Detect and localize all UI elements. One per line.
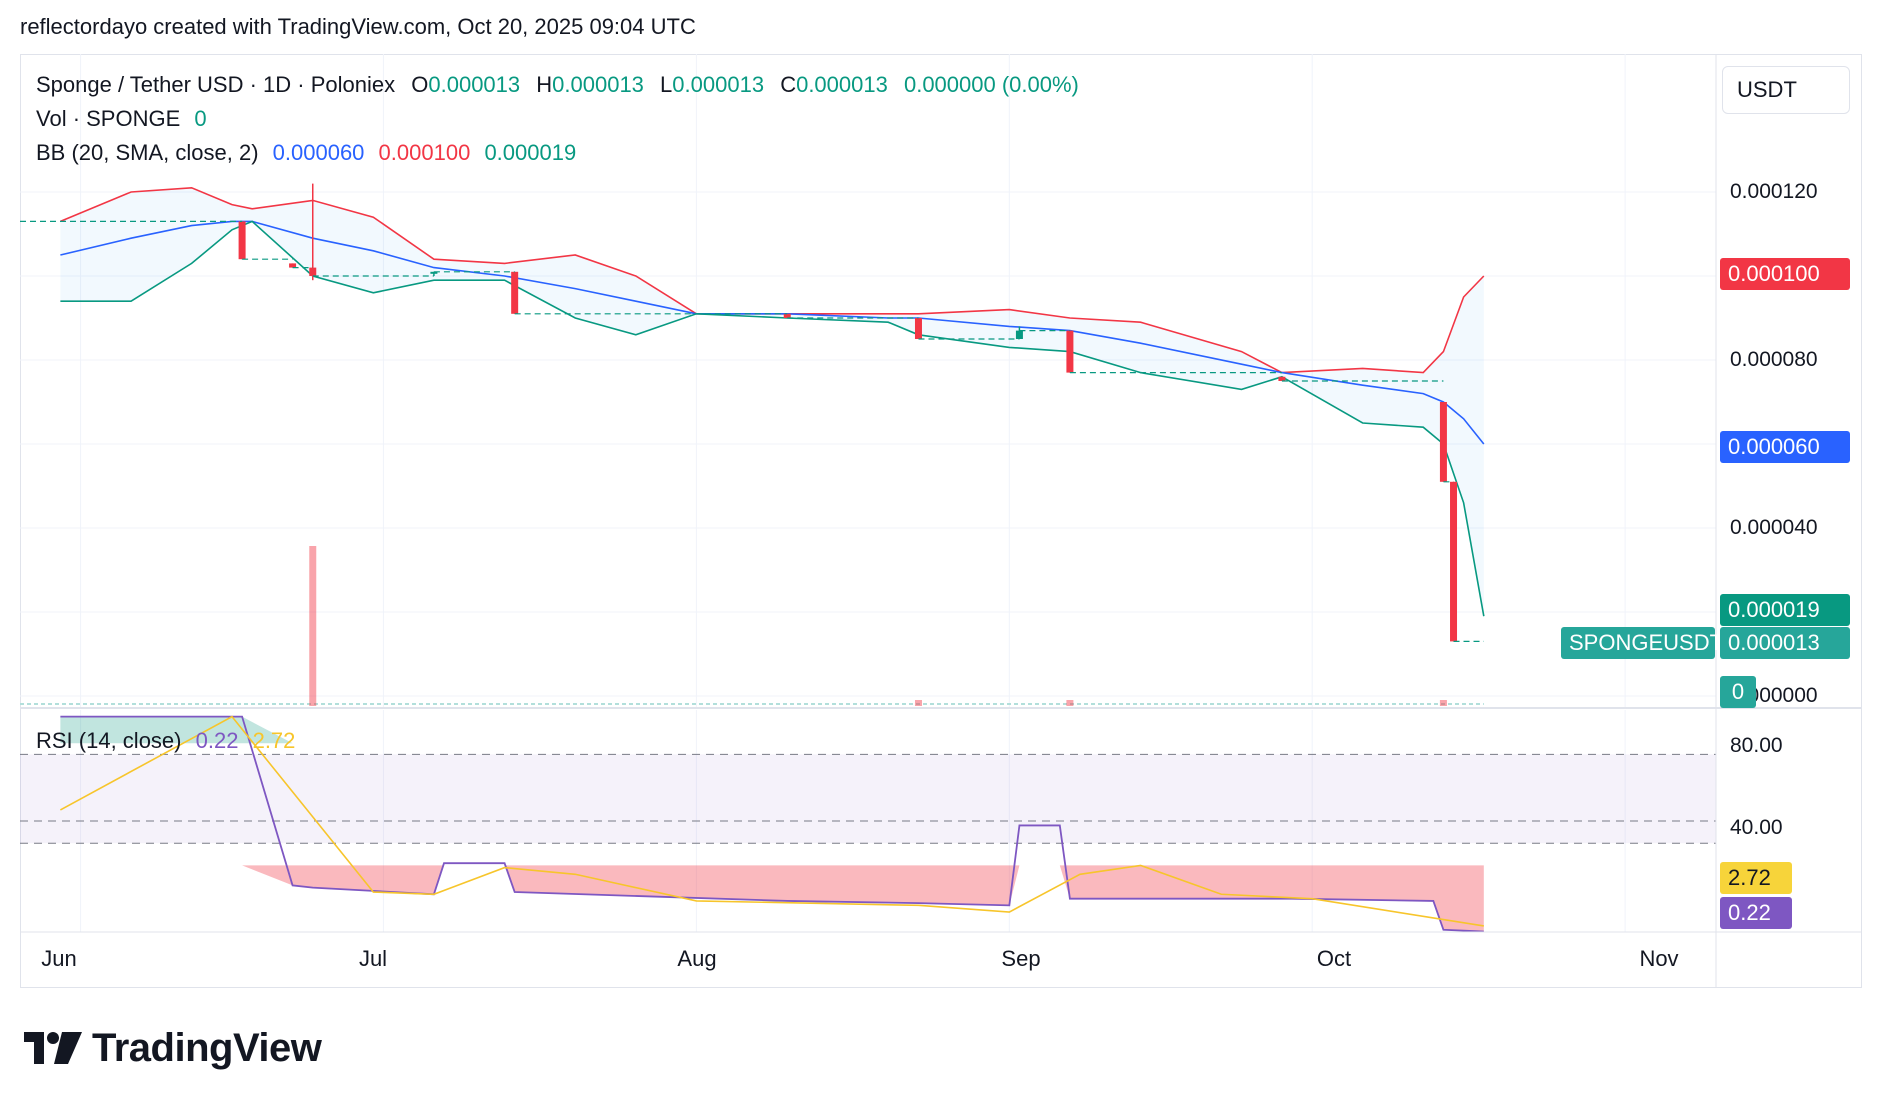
candle-body (1450, 481, 1458, 642)
low-value: 0.000013 (672, 72, 765, 97)
bb-basis-value: 0.000060 (272, 140, 365, 165)
rsi-ma-tag: 2.72 (1720, 862, 1792, 894)
time-tick-label: Nov (1639, 946, 1679, 971)
candle-body (309, 267, 317, 276)
bb-upper-price-tag: 0.000100 (1720, 258, 1850, 290)
high-value: 0.000013 (552, 72, 644, 97)
bb-basis-line (60, 220, 1485, 445)
axis-lines (20, 54, 1862, 988)
chart-byline: reflectordayo created with TradingView.c… (20, 14, 696, 39)
price-tick-label: 0.000080 (1730, 348, 1818, 371)
candle-body (430, 271, 438, 274)
candle-body (914, 318, 922, 339)
candle-body (1439, 402, 1447, 482)
chart-frame (20, 54, 1862, 988)
time-tick-label: Oct (1316, 946, 1352, 971)
open-key: O (411, 72, 429, 97)
bb-lower-price-tag: 0.000019 (1720, 594, 1850, 626)
currency-selector[interactable]: USDT (1722, 66, 1850, 114)
tradingview-logo-text: TradingView (92, 1025, 322, 1070)
close-value: 0.000013 (796, 72, 888, 97)
tradingview-logo-icon (24, 1032, 82, 1064)
rsi-legend[interactable]: RSI (14, close) 0.22 2.72 (36, 728, 295, 754)
rsi-overbought-fill (60, 716, 1484, 744)
low-key: L (660, 72, 673, 97)
rsi-tick-label: 80.00 (1730, 734, 1783, 757)
change-value: 0.000000 (0.00%) (903, 72, 1079, 97)
bollinger-bands (60, 186, 1485, 617)
symbol-title[interactable]: Sponge / Tether USD · 1D · Poloniex (36, 72, 396, 97)
rsi-tick-label: 40.00 (1730, 816, 1783, 839)
volume-bar (1439, 700, 1447, 706)
symbol-name-tag: SPONGEUSDT (1561, 627, 1723, 659)
candle-body (1015, 330, 1023, 339)
last-price-tag: 0.000013 (1720, 627, 1850, 659)
bb-legend[interactable]: BB (20, SMA, close, 2) 0.000060 0.000100… (36, 140, 576, 166)
bb-upper-value: 0.000100 (378, 140, 471, 165)
rsi-value: 0.22 (195, 728, 239, 753)
tradingview-logo[interactable]: TradingView (24, 1025, 322, 1070)
candle-body (511, 271, 519, 314)
price-tick-label: 0.000040 (1730, 516, 1818, 539)
volume-label: Vol · SPONGE (36, 106, 181, 131)
time-tick-label: Sep (1001, 946, 1041, 971)
candlesticks[interactable] (20, 183, 1484, 643)
rsi-oversold-fill (60, 865, 1484, 932)
rsi-line (60, 715, 1484, 933)
candle-body (1066, 330, 1074, 373)
rsi-label: RSI (14, close) (36, 728, 182, 753)
time-tick-label: Jul (358, 946, 388, 971)
candle-body (1278, 376, 1286, 381)
rsi-pane (20, 715, 1716, 933)
close-key: C (780, 72, 797, 97)
time-tick-label: Jun (41, 946, 77, 971)
bb-background-fill (60, 187, 1484, 617)
symbol-legend[interactable]: Sponge / Tether USD · 1D · Poloniex O0.0… (36, 72, 1079, 98)
rsi-ma-line (59, 715, 1484, 927)
open-value: 0.000013 (428, 72, 521, 97)
volume-legend[interactable]: Vol · SPONGE 0 (36, 106, 207, 132)
price-tick-label: 0.000120 (1730, 180, 1818, 203)
bb-basis-price-tag: 0.000060 (1720, 431, 1850, 463)
volume-bar (914, 700, 922, 706)
high-key: H (536, 72, 553, 97)
bb-lower-line (60, 220, 1485, 617)
candle-body (238, 221, 246, 260)
candle-body (289, 263, 297, 268)
volume-bars (20, 546, 1484, 706)
rsi-ma-value: 2.72 (252, 728, 296, 753)
volume-value: 0 (194, 106, 207, 131)
rsi-band-background (20, 754, 1716, 844)
volume-tag: 0 (1720, 676, 1756, 708)
bb-lower-value: 0.000019 (484, 140, 577, 165)
rsi-value-tag: 0.22 (1720, 897, 1792, 929)
candle-body (783, 313, 791, 318)
time-tick-label: Aug (677, 946, 717, 971)
bb-label: BB (20, SMA, close, 2) (36, 140, 259, 165)
volume-bar (1066, 700, 1074, 706)
volume-bar (309, 546, 317, 706)
